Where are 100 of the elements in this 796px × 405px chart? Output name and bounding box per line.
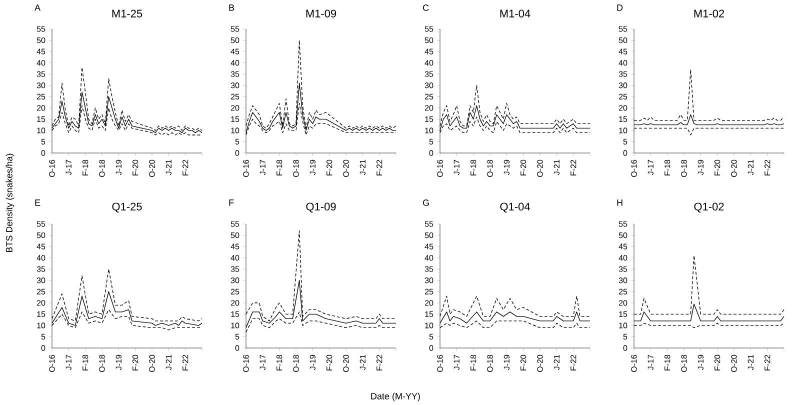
x-tick-label: F-20 [326, 160, 332, 176]
y-tick-label: 45 [230, 244, 240, 250]
x-tick-label: O-20 [731, 354, 737, 372]
y-tick-label: 40 [424, 254, 434, 261]
y-tick-label: 30 [424, 278, 434, 284]
x-tick-label: F-22 [764, 160, 770, 176]
y-tick-label: 55 [424, 221, 434, 227]
y-tick-label: 15 [231, 116, 240, 122]
x-tick-label: O-18 [487, 160, 493, 177]
y-tick-label: 45 [618, 48, 628, 54]
x-tick-label: J-19 [310, 354, 316, 370]
x-tick-label: O-20 [537, 160, 543, 177]
y-tick-label: 45 [230, 48, 240, 54]
y-tick-label: 50 [36, 37, 46, 44]
text: F [229, 200, 234, 206]
x-tick-label: O-18 [293, 354, 299, 372]
x-tick-label: J-17 [648, 354, 654, 370]
y-tick-label: 40 [618, 254, 628, 261]
y-tick-label: 5 [235, 334, 240, 340]
y-tick-label: 45 [424, 48, 434, 54]
y-tick-label: 45 [424, 244, 434, 250]
y-tick-label: 25 [618, 288, 628, 294]
y-tick-label: 5 [41, 138, 46, 145]
x-tick-label: O-18 [293, 160, 299, 177]
y-tick-label: 10 [425, 322, 434, 328]
x-tick-label: F-18 [276, 354, 282, 370]
x-tick-label: J-17 [66, 160, 72, 175]
chart-title: M1-04 [500, 10, 530, 18]
text: E [35, 200, 40, 206]
y-tick-label: 25 [230, 94, 240, 100]
chart-title: M1-09 [306, 10, 336, 18]
x-tick-label: F-18 [664, 160, 670, 176]
x-tick-label: O-18 [99, 354, 105, 372]
y-tick-label: 35 [230, 266, 240, 272]
text: H [617, 200, 622, 206]
y-tick-label: 5 [623, 334, 628, 340]
y-tick-label: 20 [424, 300, 434, 306]
y-tick-label: 30 [36, 82, 46, 88]
x-tick-label: J-19 [698, 160, 704, 175]
x-tick-label: F-18 [470, 354, 476, 370]
x-tick-label: O-18 [99, 160, 105, 177]
chart-title: Q1-04 [500, 202, 530, 212]
x-tick-label: O-16 [631, 160, 637, 177]
y-tick-label: 20 [424, 105, 434, 111]
x-tick-label: J-17 [66, 354, 72, 370]
y-tick-label: 40 [618, 60, 628, 66]
text: G [422, 200, 429, 206]
x-tick-label: J-21 [748, 160, 754, 175]
x-tick-label: O-16 [437, 160, 443, 177]
x-tick-label: F-20 [326, 354, 332, 370]
y-tick-label: 10 [231, 322, 240, 328]
y-tick-label: 55 [424, 26, 434, 32]
y-tick-label: 55 [36, 26, 46, 32]
x-tick-label: J-21 [360, 354, 366, 370]
y-tick-label: 10 [37, 322, 46, 328]
x-tick-label: O-16 [437, 354, 443, 372]
x-tick-label: O-20 [149, 160, 155, 177]
y-tick-label: 5 [429, 138, 434, 145]
x-tick-label: F-22 [376, 160, 382, 176]
y-tick-label: 20 [618, 105, 628, 111]
y-tick-label: 55 [36, 221, 46, 227]
y-tick-label: 50 [618, 232, 628, 238]
chart-title: Q1-09 [306, 202, 336, 212]
y-tick-label: 0 [429, 345, 434, 351]
y-tick-label: 15 [425, 116, 434, 122]
y-tick-label: 25 [424, 288, 434, 294]
x-tick-label: F-18 [82, 160, 88, 176]
y-tick-label: 20 [618, 300, 628, 306]
y-tick-label: 20 [230, 105, 240, 111]
x-tick-label: O-16 [49, 354, 55, 372]
y-tick-label: 30 [230, 82, 240, 88]
y-tick-label: 20 [36, 105, 46, 111]
x-tick-label: O-18 [487, 354, 493, 372]
x-tick-label: F-22 [182, 354, 188, 370]
y-tick-label: 15 [231, 311, 240, 317]
y-tick-label: 0 [235, 150, 240, 156]
x-tick-label: J-21 [554, 354, 560, 370]
text: C [422, 4, 429, 11]
x-tick-label: F-22 [570, 160, 576, 176]
y-tick-label: 25 [618, 94, 628, 100]
y-tick-label: 35 [424, 266, 434, 272]
y-tick-label: 55 [618, 26, 628, 32]
y-tick-label: 40 [424, 60, 434, 66]
y-tick-label: 15 [619, 116, 628, 122]
x-tick-label: F-22 [182, 160, 188, 176]
y-tick-label: 55 [230, 26, 240, 32]
x-tick-label: O-16 [243, 354, 249, 372]
x-tick-label: F-20 [714, 160, 720, 176]
y-tick-label: 35 [618, 71, 628, 77]
x-axis-title: Date (M-YY) [371, 392, 420, 402]
y-tick-label: 0 [235, 345, 240, 351]
x-tick-label: O-18 [681, 160, 687, 177]
y-tick-label: 15 [37, 116, 46, 122]
y-tick-label: 5 [429, 334, 434, 340]
y-tick-label: 45 [36, 244, 46, 250]
y-tick-label: 40 [36, 254, 46, 261]
y-tick-label: 50 [424, 232, 434, 238]
y-tick-label: 10 [619, 128, 628, 134]
y-tick-label: 35 [424, 71, 434, 77]
x-tick-label: J-21 [360, 160, 366, 175]
